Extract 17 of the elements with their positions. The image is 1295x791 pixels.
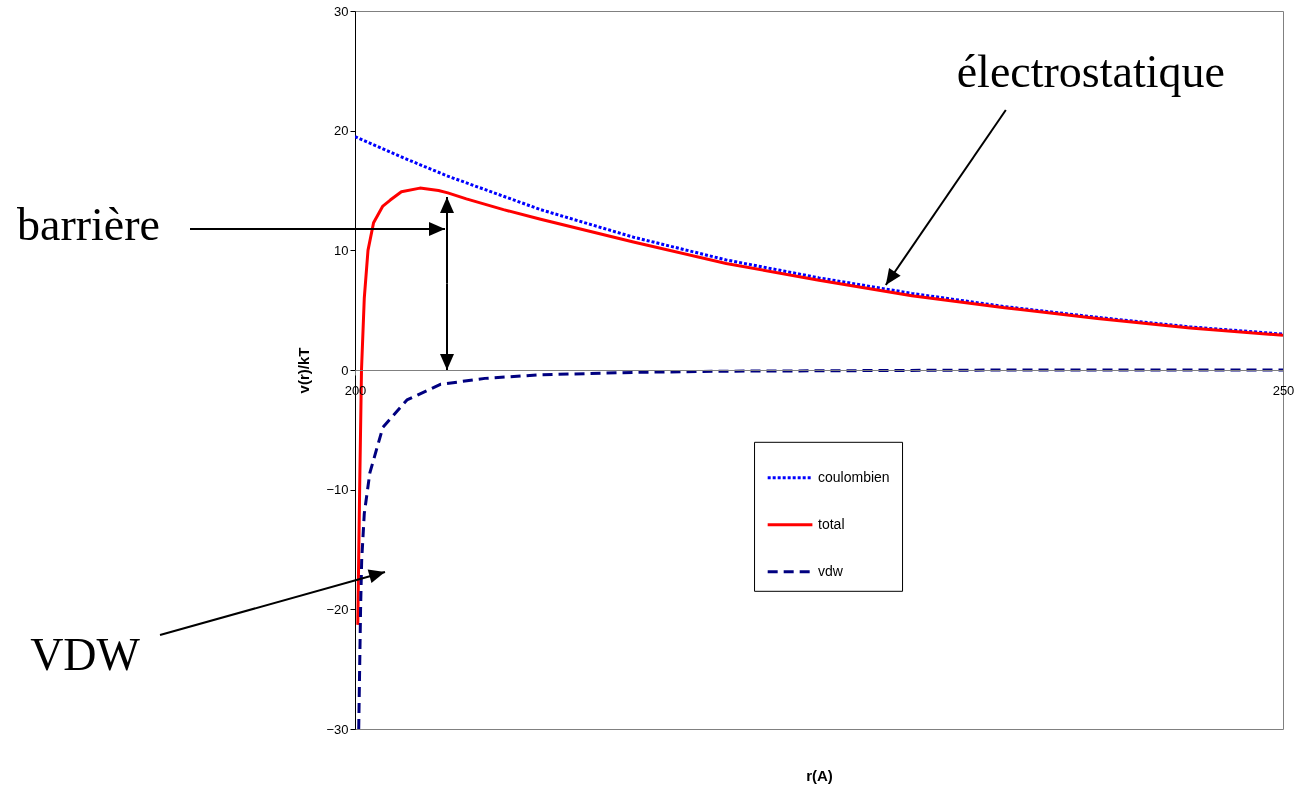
y-tick-label: −20 bbox=[326, 601, 349, 617]
text: VDW bbox=[30, 629, 141, 680]
x-axis-title: r(A) bbox=[806, 766, 833, 784]
legend-label: total bbox=[818, 515, 845, 532]
line-series bbox=[355, 135, 1283, 336]
x-tick-label: 250 bbox=[1272, 382, 1295, 398]
y-axis-title: v(r)/kT bbox=[295, 347, 313, 394]
legend-label: vdw bbox=[818, 562, 844, 579]
annotation: électrostatique bbox=[956, 46, 1225, 98]
text: barrière bbox=[17, 199, 160, 250]
y-tick-label: 30 bbox=[334, 3, 349, 19]
y-tick-label: 10 bbox=[334, 242, 349, 258]
legend-label: coulombien bbox=[818, 468, 890, 485]
y-tick-label: 0 bbox=[341, 362, 349, 378]
y-tick-label: −30 bbox=[326, 721, 349, 737]
y-tick-label: −10 bbox=[326, 482, 349, 498]
y-tick-label: 20 bbox=[334, 123, 349, 139]
